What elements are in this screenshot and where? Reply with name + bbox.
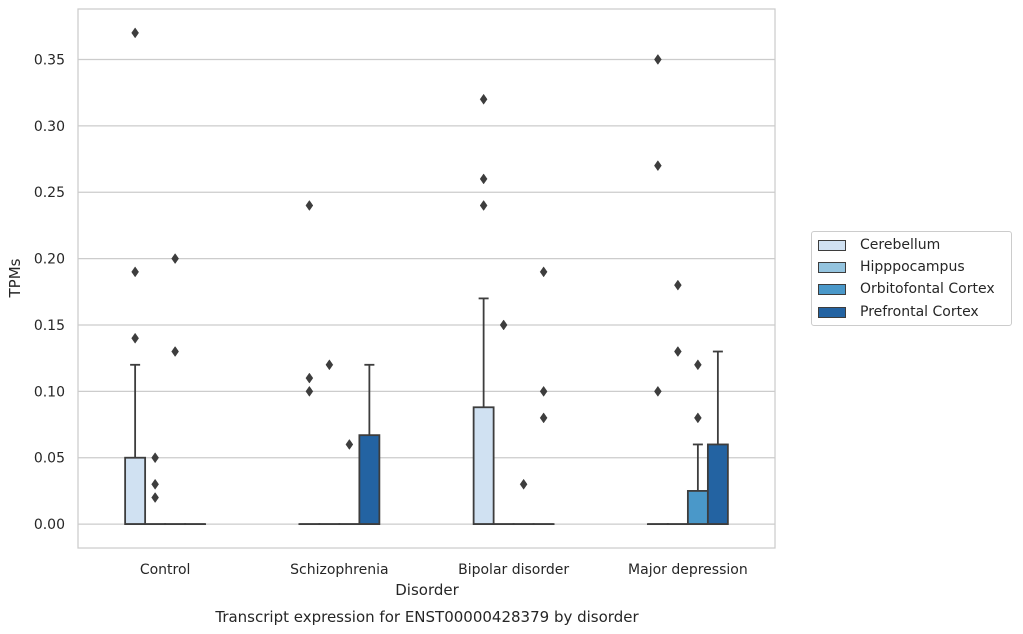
legend-item-hippocampus: Hipppocampus [818, 258, 965, 276]
outlier-point [499, 319, 508, 331]
y-tick-label: 0.30 [34, 119, 65, 135]
plot-area-frame [77, 8, 776, 549]
legend-label-prefrontal: Prefrontal Cortex [860, 304, 979, 320]
outlier-point [654, 54, 662, 65]
x-tick-labels: Control Schizophrenia Bipolar disorder Majo… [140, 562, 748, 578]
box [358, 434, 381, 526]
outlier-point [171, 253, 179, 265]
outlier-point [131, 332, 139, 344]
box [472, 406, 495, 526]
outlier-point [674, 279, 682, 291]
outlier-point [479, 173, 488, 185]
legend-label-cerebellum: Cerebellum [860, 237, 941, 253]
legend: Cerebellum Hipppocampus Orbitofontal Cor… [811, 231, 1012, 326]
y-tick-labels: 0.00 0.05 0.10 0.15 0.20 0.25 0.30 0.35 [34, 52, 65, 533]
boxes [124, 297, 729, 526]
outliers [131, 27, 702, 503]
x-tick-label: Bipolar disorder [458, 562, 569, 578]
outlier-point [131, 27, 139, 39]
outlier-point [305, 200, 314, 211]
outlier-point [305, 385, 314, 397]
y-tick-label: 0.20 [34, 252, 65, 268]
outlier-point [479, 200, 488, 211]
x-tick-label: Schizophrenia [290, 562, 388, 578]
legend-item-prefrontal: Prefrontal Cortex [818, 303, 979, 321]
outlier-point [131, 266, 139, 278]
outlier-point [305, 372, 314, 384]
outlier-point [539, 412, 548, 424]
y-tick-label: 0.10 [34, 384, 65, 400]
legend-swatch-prefrontal [818, 306, 846, 318]
legend-item-cerebellum: Cerebellum [818, 236, 940, 254]
legend-swatch-cerebellum [818, 239, 846, 251]
outlier-point [694, 412, 702, 424]
x-tick-label: Control [140, 562, 191, 578]
legend-item-orbitofrontal: Orbitofontal Cortex [818, 280, 995, 298]
box [124, 456, 147, 526]
outlier-point [151, 478, 159, 490]
outlier-point [151, 452, 159, 464]
outlier-point [479, 93, 488, 105]
legend-swatch-hippocampus [818, 261, 846, 273]
outlier-point [539, 385, 548, 397]
legend-swatch-orbitofrontal [818, 283, 846, 295]
outlier-point [674, 346, 682, 357]
gridlines [78, 58, 775, 525]
legend-label-hippocampus: Hipppocampus [860, 259, 965, 275]
outlier-point [539, 266, 548, 278]
outlier-point [325, 359, 334, 371]
outlier-point [654, 385, 662, 397]
x-axis-label: Disorder [395, 581, 459, 599]
outlier-point [345, 439, 354, 450]
outlier-point [694, 359, 702, 371]
y-tick-label: 0.35 [34, 52, 65, 68]
chart-caption: Transcript expression for ENST0000042837… [214, 608, 639, 626]
x-tick-label: Major depression [628, 562, 748, 578]
box [706, 443, 729, 526]
y-tick-label: 0.25 [34, 185, 65, 201]
y-axis-label: TPMs [6, 258, 24, 298]
legend-label-orbitofrontal: Orbitofontal Cortex [860, 281, 995, 297]
outlier-point [151, 492, 159, 503]
outlier-point [171, 346, 179, 357]
y-tick-label: 0.15 [34, 318, 65, 334]
y-tick-label: 0.05 [34, 451, 65, 467]
outlier-point [519, 478, 528, 490]
box [686, 490, 709, 526]
y-tick-label: 0.00 [34, 517, 65, 533]
outlier-point [654, 160, 662, 172]
